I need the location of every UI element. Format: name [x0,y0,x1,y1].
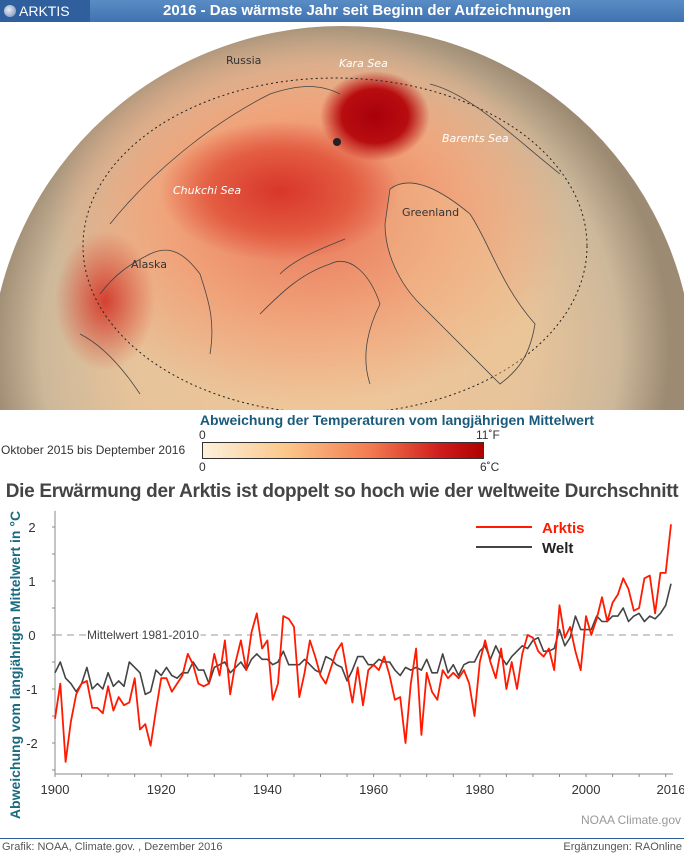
x-tick-label: 1920 [147,782,176,797]
canada-coast [259,238,381,385]
color-scale-bar [202,442,484,459]
label-chukchi-sea: Chukchi Sea [173,184,242,197]
legend: Arktis Welt [476,520,585,557]
y-tick-label: 1 [28,574,35,589]
arctic-temperature-map: Russia Kara Sea Barents Sea Chukchi Sea … [0,24,684,410]
footer: Grafik: NOAA, Climate.gov. , Dezember 20… [0,838,684,856]
legend-label-arktis: Arktis [542,520,585,537]
legend-period: Oktober 2015 bis Deptember 2016 [1,443,186,457]
label-alaska: Alaska [131,258,167,271]
footer-source: Grafik: NOAA, Climate.gov. , Dezember 20… [2,841,223,853]
greenland-coast [384,182,536,385]
russia-coast [109,83,561,225]
reference-line-label: Mittelwert 1981-2010 [87,628,199,642]
label-greenland: Greenland [402,206,460,219]
x-tick-label: 2000 [572,782,601,797]
label-barents-sea: Barents Sea [442,132,509,145]
legend-c-min: 0 [199,460,206,474]
temperature-line-chart: 2 1 0 -1 -2 1900 1920 1940 1960 1980 2000 2016 Abwe… [7,510,684,827]
map-overlay [79,77,588,410]
y-tick-label: -2 [26,736,38,751]
page-title: 2016 - Das wärmste Jahr seit Beginn der … [163,2,571,19]
series-line-arktis [54,524,672,763]
label-russia: Russia [226,54,262,67]
x-tick-label: 1960 [359,782,388,797]
y-tick-label: 0 [28,628,35,643]
y-axis-label: Abweichung vom langjährigen Mittelwert i… [7,511,23,819]
y-tick-label: 2 [28,520,35,535]
legend-f-min: 0 [199,428,206,442]
alaska-coast [79,249,213,395]
label-kara-sea: Kara Sea [339,57,388,70]
x-tick-label: 1900 [41,782,70,797]
y-tick-label: -1 [26,682,38,697]
footer-additions: Ergänzungen: RAOnline [563,841,682,853]
chart-title: Die Erwärmung der Arktis ist doppelt so … [5,481,679,502]
header-bar: ARKTIS 2016 - Das wärmste Jahr seit Begi… [0,0,684,22]
x-tick-label: 1980 [465,782,494,797]
legend-title: Abweichung der Temperaturen vom langjähr… [199,412,595,428]
section-name: ARKTIS [19,3,70,19]
north-pole-marker [333,138,341,146]
arctic-circle [82,77,588,410]
x-tick-label: 1940 [253,782,282,797]
series-line-welt [54,583,672,696]
globe-icon [4,5,16,17]
credit-label: NOAA Climate.gov [581,813,681,827]
legend-c-max: 6˚C [480,460,500,474]
legend-f-max: 11˚F [476,428,500,442]
legend-label-welt: Welt [542,540,573,557]
section-label: ARKTIS [0,0,90,22]
x-tick-label: 2016 [657,782,684,797]
